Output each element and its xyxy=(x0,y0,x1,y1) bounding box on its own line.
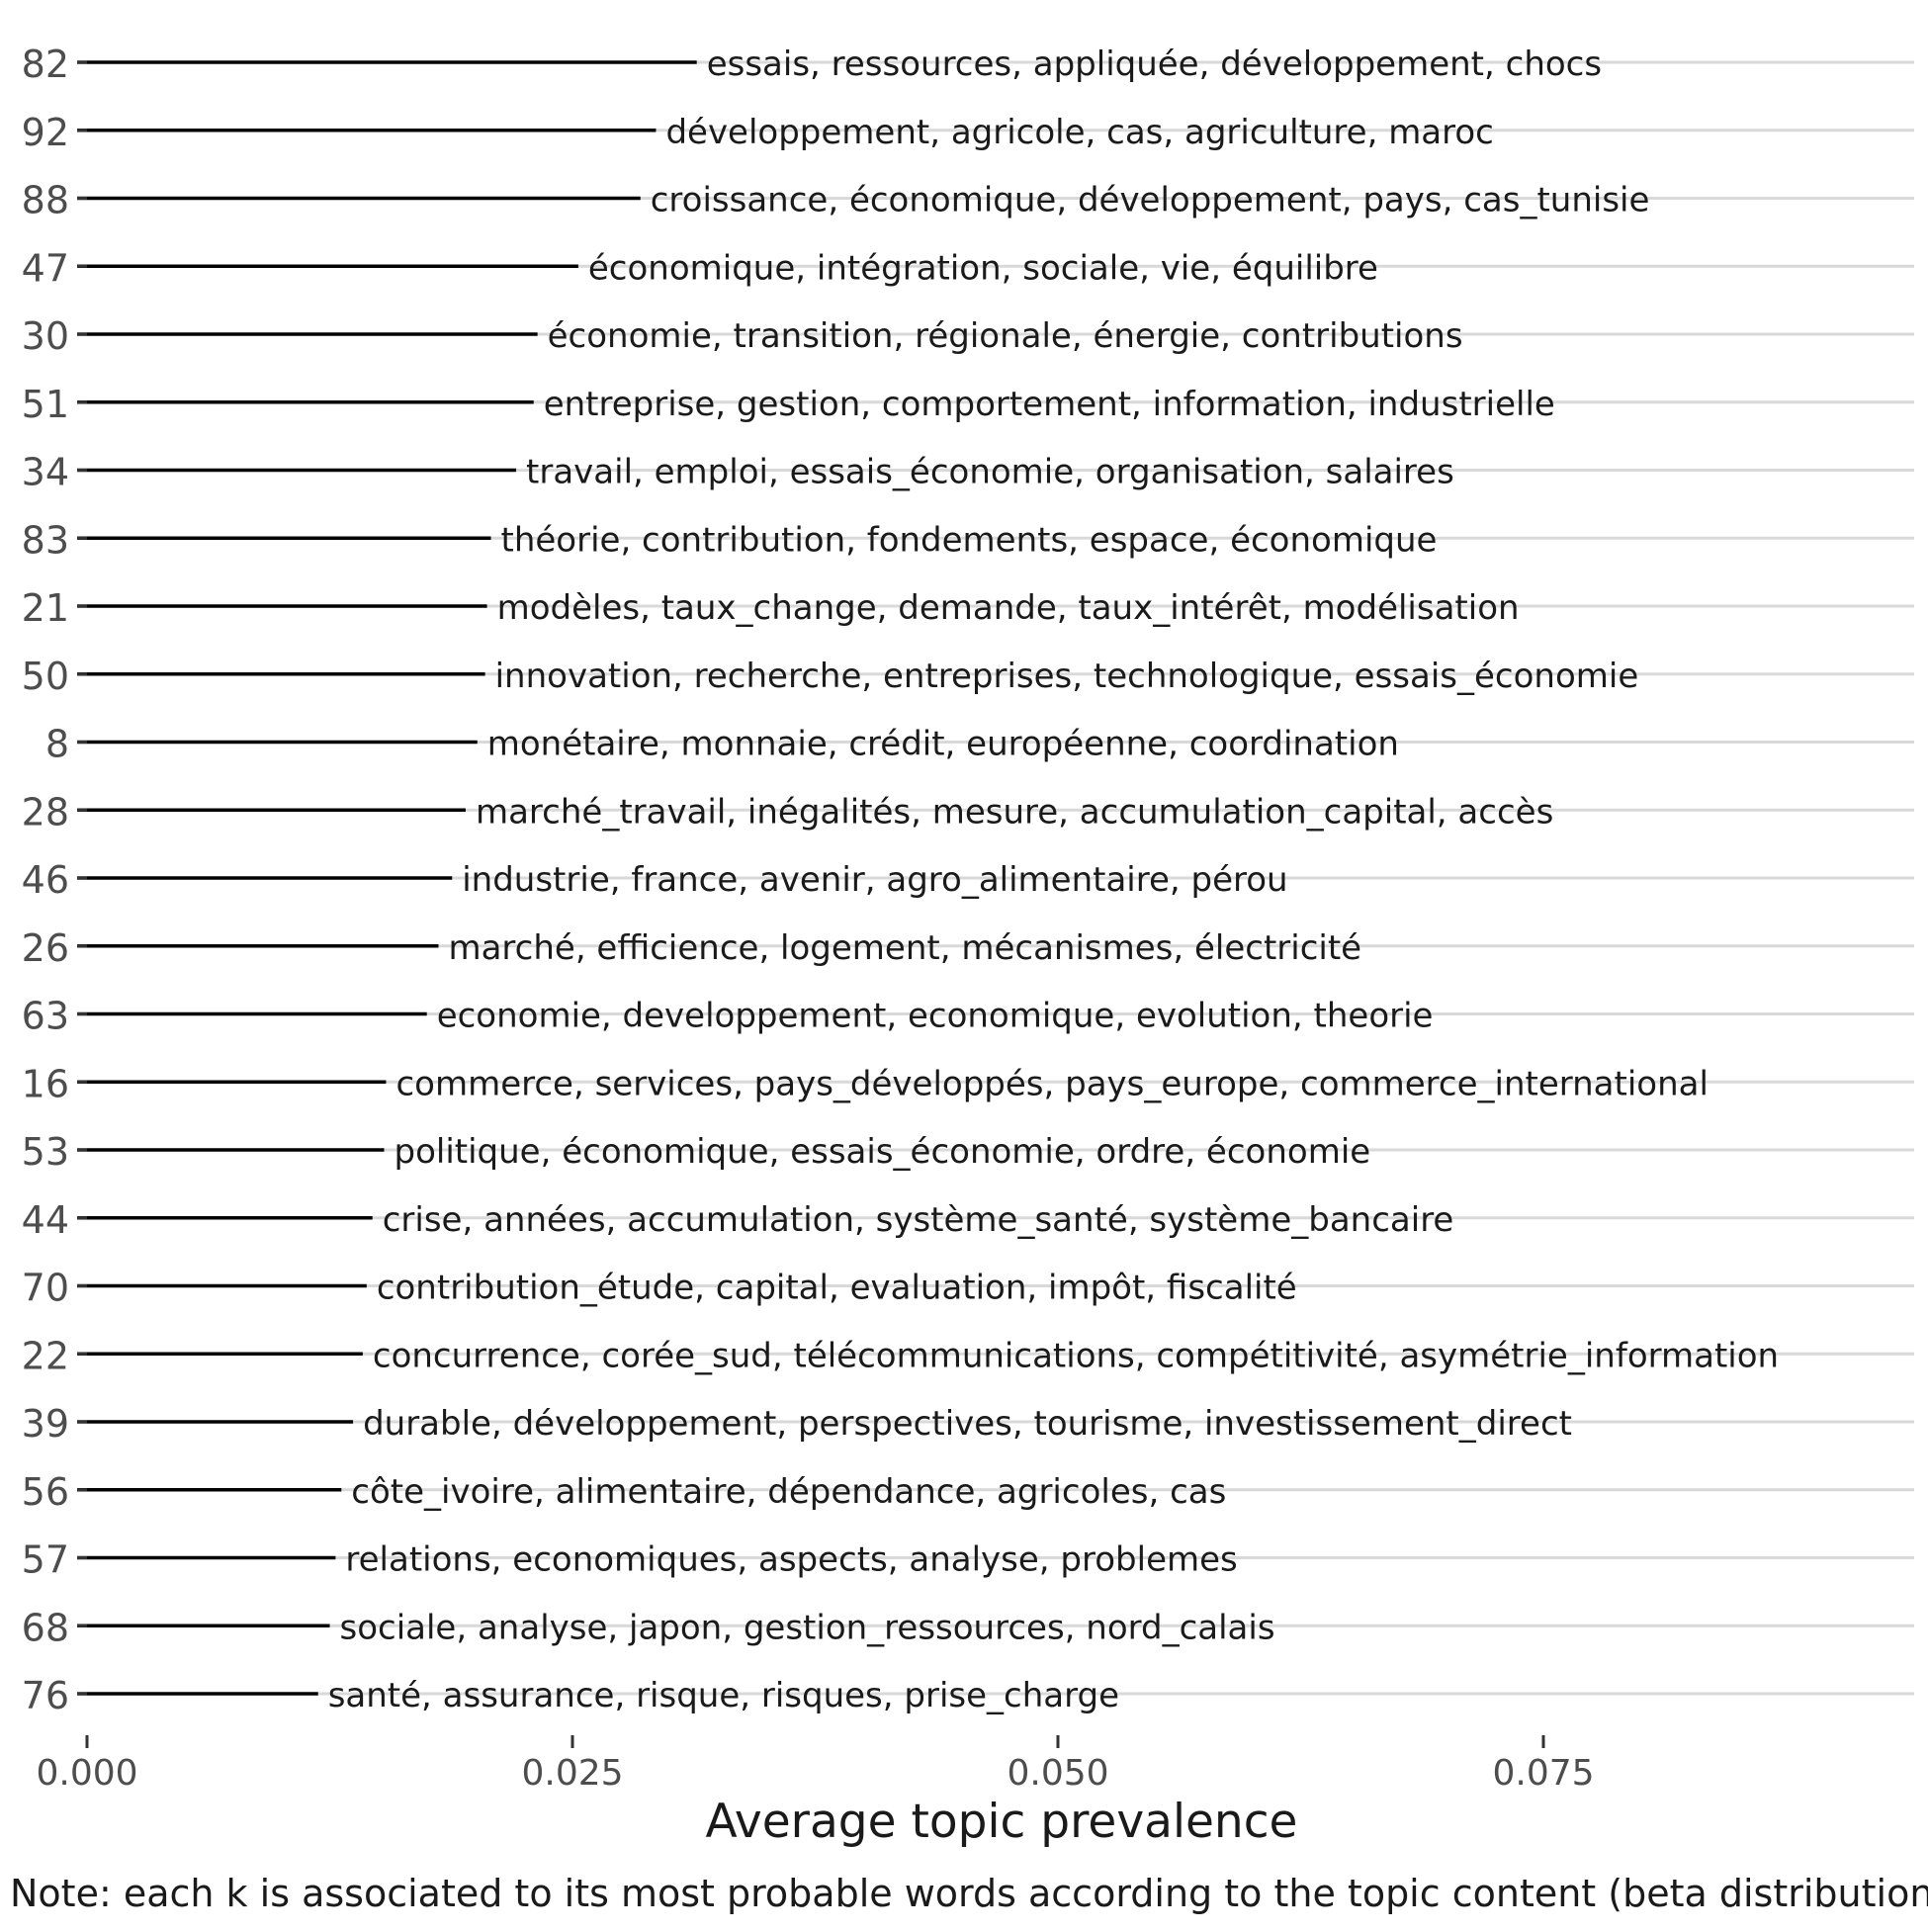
y-tick-label: 22 xyxy=(22,1334,69,1377)
bar-label: essais, ressources, appliquée, développe… xyxy=(707,44,1602,84)
x-axis-label: Average topic prevalence xyxy=(706,1795,1298,1849)
y-tick-label: 88 xyxy=(22,179,69,222)
y-axis-ticks: 82 92 88 47 30 51 34 83 21 50 8 28 46 26 63 16 53 44 70 22 3… xyxy=(22,43,87,1717)
y-tick-label: 63 xyxy=(22,995,69,1038)
bar-label: économique, intégration, sociale, vie, é… xyxy=(588,248,1378,288)
y-tick-label: 51 xyxy=(22,383,69,426)
bar-label: modèles, taux_change, demande, taux_inté… xyxy=(497,588,1520,628)
y-tick-label: 50 xyxy=(22,655,69,698)
y-tick-label: 92 xyxy=(22,111,69,154)
y-tick-label: 57 xyxy=(22,1538,69,1582)
bar-label: croissance, économique, développement, p… xyxy=(651,181,1650,220)
y-tick-label: 34 xyxy=(22,451,69,494)
y-tick-label: 46 xyxy=(22,858,69,902)
y-tick-label: 56 xyxy=(22,1470,69,1514)
y-tick-label: 44 xyxy=(22,1198,69,1242)
bar-label: industrie, france, avenir, agro_alimenta… xyxy=(462,860,1287,900)
y-tick-label: 53 xyxy=(22,1130,69,1174)
bar-label: travail, emploi, essais_économie, organi… xyxy=(526,453,1454,492)
y-tick-label: 68 xyxy=(22,1606,69,1649)
y-tick-label: 30 xyxy=(22,314,69,358)
x-tick-label: 0.050 xyxy=(1007,1753,1108,1794)
bar-label: economie, developpement, economique, evo… xyxy=(437,997,1434,1036)
bar-label: économie, transition, régionale, énergie… xyxy=(548,316,1463,356)
bar-label: monétaire, monnaie, crédit, européenne, … xyxy=(487,725,1399,764)
bar-label: relations, economiques, aspects, analyse… xyxy=(345,1540,1237,1580)
bar-label: contribution_étude, capital, evaluation,… xyxy=(377,1269,1297,1308)
bar-label: innovation, recherche, entreprises, tech… xyxy=(495,657,1639,696)
bar-label: marché_travail, inégalités, mesure, accu… xyxy=(476,792,1553,832)
y-tick-label: 8 xyxy=(45,723,69,766)
bar-label: théorie, contribution, fondements, espac… xyxy=(501,520,1438,560)
bar-label: marché, efficience, logement, mécanismes… xyxy=(448,928,1361,968)
bar-label: santé, assurance, risque, risques, prise… xyxy=(328,1676,1119,1715)
y-tick-label: 21 xyxy=(22,586,69,630)
y-tick-label: 83 xyxy=(22,518,69,562)
y-tick-label: 26 xyxy=(22,926,69,970)
bar-label: développement, agricole, cas, agricultur… xyxy=(665,113,1493,152)
y-tick-label: 16 xyxy=(22,1062,69,1105)
x-tick-label: 0.025 xyxy=(521,1753,623,1794)
chart-note: Note: each k is associated to its most p… xyxy=(10,1872,1928,1915)
y-tick-label: 70 xyxy=(22,1267,69,1310)
y-tick-label: 82 xyxy=(22,43,69,86)
bar-label: politique, économique, essais_économie, … xyxy=(394,1132,1370,1172)
bar-label: sociale, analyse, japon, gestion_ressour… xyxy=(340,1608,1275,1647)
bar-label: côte_ivoire, alimentaire, dépendance, ag… xyxy=(351,1472,1226,1512)
bar-label: commerce, services, pays_développés, pay… xyxy=(395,1064,1708,1103)
x-tick-label: 0.075 xyxy=(1492,1753,1594,1794)
bar-label: crise, années, accumulation, système_san… xyxy=(383,1200,1454,1240)
bar-labels: essais, ressources, appliquée, développe… xyxy=(328,44,1779,1715)
x-axis-ticks: 0.000 0.025 0.050 0.075 xyxy=(36,1735,1595,1794)
bars xyxy=(77,60,697,1696)
y-tick-label: 39 xyxy=(22,1402,69,1446)
bar-label: concurrence, corée_sud, télécommunicatio… xyxy=(373,1336,1779,1375)
bar-label: durable, développement, perspectives, to… xyxy=(363,1404,1572,1444)
y-tick-label: 47 xyxy=(22,246,69,290)
x-tick-label: 0.000 xyxy=(36,1753,137,1794)
y-tick-label: 28 xyxy=(22,790,69,834)
bar-label: entreprise, gestion, comportement, infor… xyxy=(544,385,1555,424)
y-tick-label: 76 xyxy=(22,1674,69,1717)
